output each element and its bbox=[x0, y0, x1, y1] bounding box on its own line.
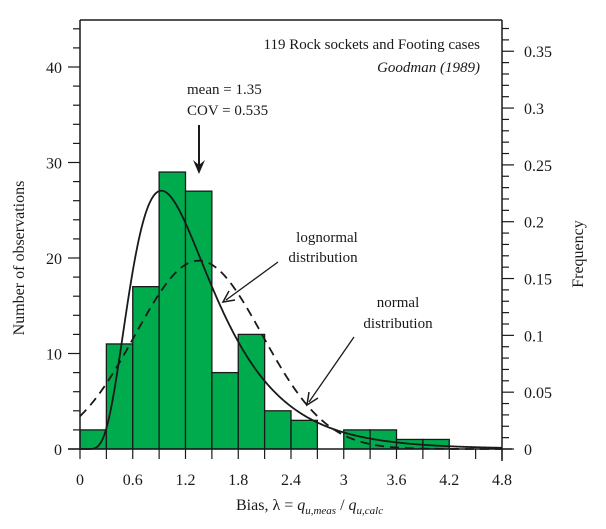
x-tick-label: 3.6 bbox=[387, 472, 407, 489]
y-tick-label: 10 bbox=[46, 347, 62, 364]
y-tick-label: 30 bbox=[46, 156, 62, 173]
lognormal-arrow-icon bbox=[221, 261, 279, 303]
distribution-curves bbox=[79, 189, 503, 450]
histogram-bar bbox=[263, 410, 292, 450]
y2-tick-label: 0.1 bbox=[524, 328, 544, 345]
histogram-bar bbox=[237, 333, 266, 450]
histogram-bar bbox=[184, 190, 213, 450]
x-tick-label: 0.6 bbox=[123, 472, 143, 489]
chart-title: 119 Rock sockets and Footing cases bbox=[264, 37, 481, 53]
histogram-bar bbox=[211, 371, 239, 450]
x-tick-label: 0 bbox=[76, 472, 84, 489]
y2-axis-title: Frequency bbox=[570, 220, 587, 288]
y2-tick-label: 0.2 bbox=[524, 215, 544, 232]
lognormal-label-line1: lognormal bbox=[296, 230, 358, 246]
x-axis-title: Bias, λ = qu,meas / qu,calc bbox=[236, 497, 383, 517]
y-axis-title: Number of observations bbox=[11, 181, 28, 336]
y2-tick-label: 0.05 bbox=[524, 385, 552, 402]
y-tick-label: 20 bbox=[46, 251, 62, 268]
chart-subtitle: Goodman (1989) bbox=[377, 60, 480, 76]
normal-label-line2: distribution bbox=[363, 316, 433, 332]
histogram-bar bbox=[290, 419, 319, 450]
y2-tick-label: 0.35 bbox=[524, 44, 552, 61]
x-tick-label: 1.8 bbox=[228, 472, 248, 489]
lognormal-label-line2: distribution bbox=[288, 250, 358, 266]
y2-tick-label: 0.25 bbox=[524, 158, 552, 175]
y-tick-label: 0 bbox=[54, 442, 62, 459]
y-tick-label: 40 bbox=[46, 60, 62, 77]
x-tick-label: 2.4 bbox=[281, 472, 301, 489]
x-tick-label: 4.8 bbox=[492, 472, 512, 489]
normal-arrow-icon bbox=[306, 336, 355, 407]
x-tick-label: 1.2 bbox=[176, 472, 196, 489]
histogram-bar bbox=[132, 285, 160, 450]
histogram-bars bbox=[79, 171, 450, 450]
mean-annotation: mean = 1.35 bbox=[187, 82, 262, 98]
normal-label-line1: normal bbox=[377, 295, 420, 311]
lognormal-curve bbox=[80, 189, 503, 450]
x-tick-label: 3 bbox=[340, 472, 348, 489]
y2-tick-label: 0 bbox=[524, 442, 532, 459]
cov-annotation: COV = 0.535 bbox=[187, 103, 268, 119]
axes: 0 10 20 30 40 0 0.05 0.1 0.15 0.2 0.25 0.3 0.35 0 0.6 1… bbox=[46, 19, 552, 489]
y2-tick-label: 0.15 bbox=[524, 272, 552, 289]
y2-tick-label: 0.3 bbox=[524, 101, 544, 118]
mean-arrow-icon bbox=[193, 125, 205, 174]
histogram-bar bbox=[158, 171, 187, 450]
x-tick-label: 4.2 bbox=[439, 472, 459, 489]
